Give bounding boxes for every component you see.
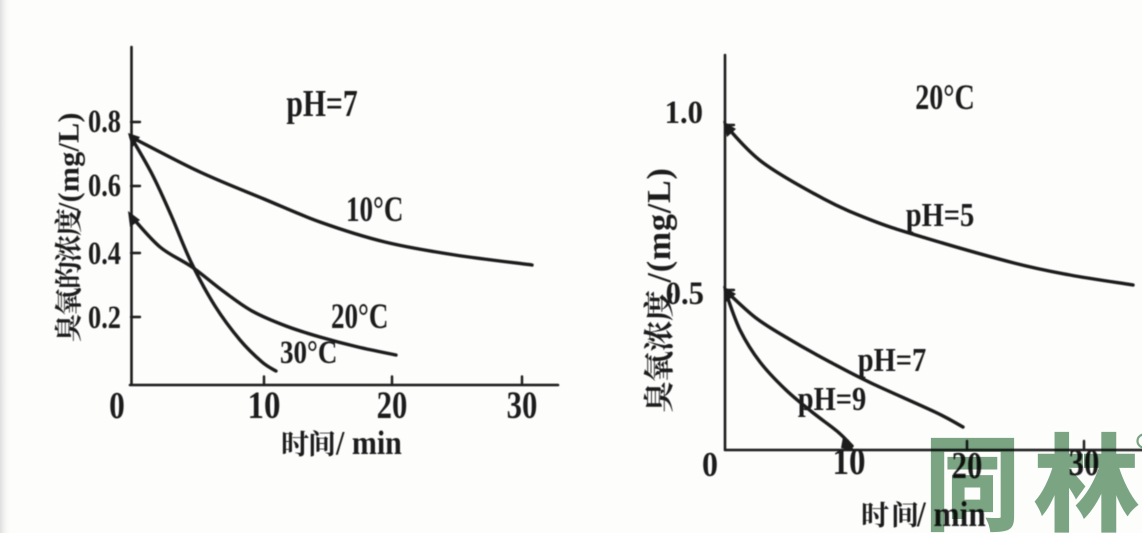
svg-text:10: 10 [248, 383, 281, 426]
svg-text:0: 0 [109, 384, 125, 427]
svg-text:20: 20 [377, 383, 408, 426]
svg-text:30°C: 30°C [280, 333, 337, 370]
svg-text:20°C: 20°C [331, 295, 388, 336]
svg-text:pH=7: pH=7 [858, 341, 927, 379]
svg-text:/(mg/L): /(mg/L) [53, 112, 86, 212]
svg-text:0.8: 0.8 [88, 103, 121, 139]
svg-text:0.6: 0.6 [88, 167, 121, 203]
svg-text:pH=7: pH=7 [286, 84, 357, 125]
svg-text:0.2: 0.2 [88, 299, 121, 335]
svg-text:0.5: 0.5 [666, 275, 704, 311]
svg-text:/(mg/L): /(mg/L) [641, 167, 678, 283]
svg-text:10: 10 [833, 440, 866, 483]
svg-text:pH=5: pH=5 [906, 196, 975, 234]
svg-text:0.4: 0.4 [88, 235, 121, 271]
svg-text:1.0: 1.0 [665, 94, 703, 130]
svg-text:pH=9: pH=9 [798, 380, 867, 418]
svg-text:10°C: 10°C [346, 188, 403, 229]
svg-text:30: 30 [507, 383, 538, 426]
svg-text:0: 0 [702, 446, 718, 485]
svg-text:/ min: / min [335, 424, 402, 461]
svg-text:20°C: 20°C [915, 78, 975, 118]
